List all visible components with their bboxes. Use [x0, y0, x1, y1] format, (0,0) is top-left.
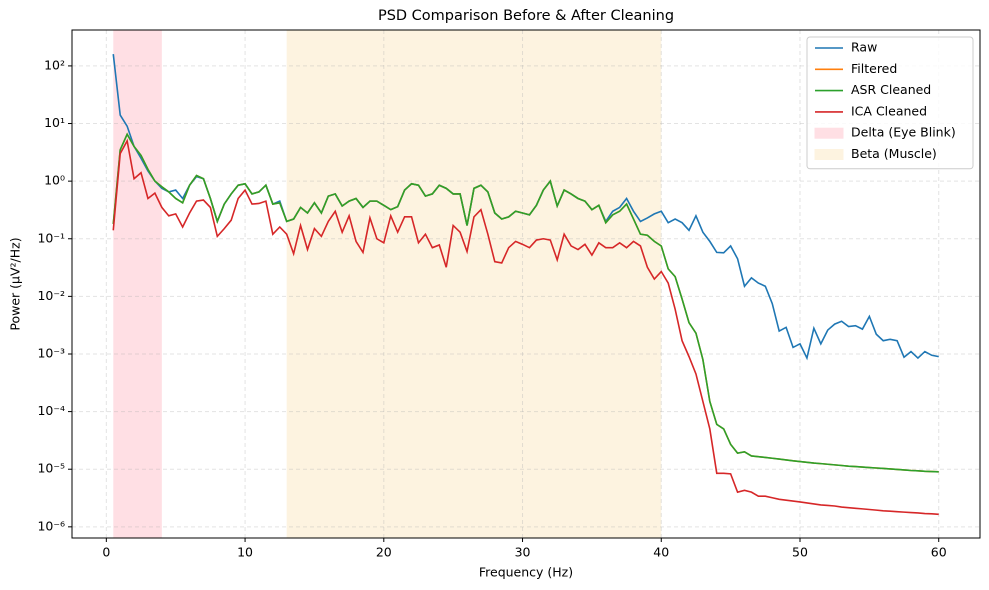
legend-box [806, 36, 974, 170]
x-tick-label: 60 [931, 545, 947, 560]
plot-frame [71, 29, 981, 539]
series-line [112, 138, 939, 516]
span-region [286, 30, 662, 538]
legend-swatch [814, 127, 844, 139]
x-tick-label: 0 [102, 545, 110, 560]
y-tick-label: 10⁰ [44, 173, 65, 188]
legend-label: Delta (Eye Blink) [851, 125, 956, 140]
series-line [112, 132, 939, 473]
y-tick-label: 10⁻³ [37, 345, 65, 360]
x-tick-label: 10 [237, 545, 253, 560]
y-tick-label: 10⁻⁴ [37, 403, 65, 418]
x-tick-label: 20 [376, 545, 392, 560]
y-axis-label: Power (µV²/Hz) [8, 237, 23, 330]
y-tick-label: 10² [44, 57, 65, 72]
y-tick-label: 10⁻² [37, 288, 65, 303]
x-tick-label: 50 [792, 545, 808, 560]
legend-label: Filtered [851, 61, 897, 76]
y-tick-label: 10⁻⁶ [37, 518, 65, 533]
y-tick-label: 10¹ [44, 115, 65, 130]
x-axis-label: Frequency (Hz) [479, 565, 573, 580]
legend-label: ASR Cleaned [851, 82, 931, 97]
chart-title: PSD Comparison Before & After Cleaning [378, 8, 674, 24]
legend-label: Raw [851, 40, 877, 55]
x-tick-label: 30 [515, 545, 531, 560]
x-tick-label: 40 [653, 545, 669, 560]
y-tick-label: 10⁻¹ [37, 230, 65, 245]
legend-label: Beta (Muscle) [851, 146, 937, 161]
y-tick-label: 10⁻⁵ [37, 461, 65, 476]
span-region [113, 30, 162, 538]
legend-label: ICA Cleaned [851, 103, 927, 118]
legend-swatch [814, 149, 844, 160]
